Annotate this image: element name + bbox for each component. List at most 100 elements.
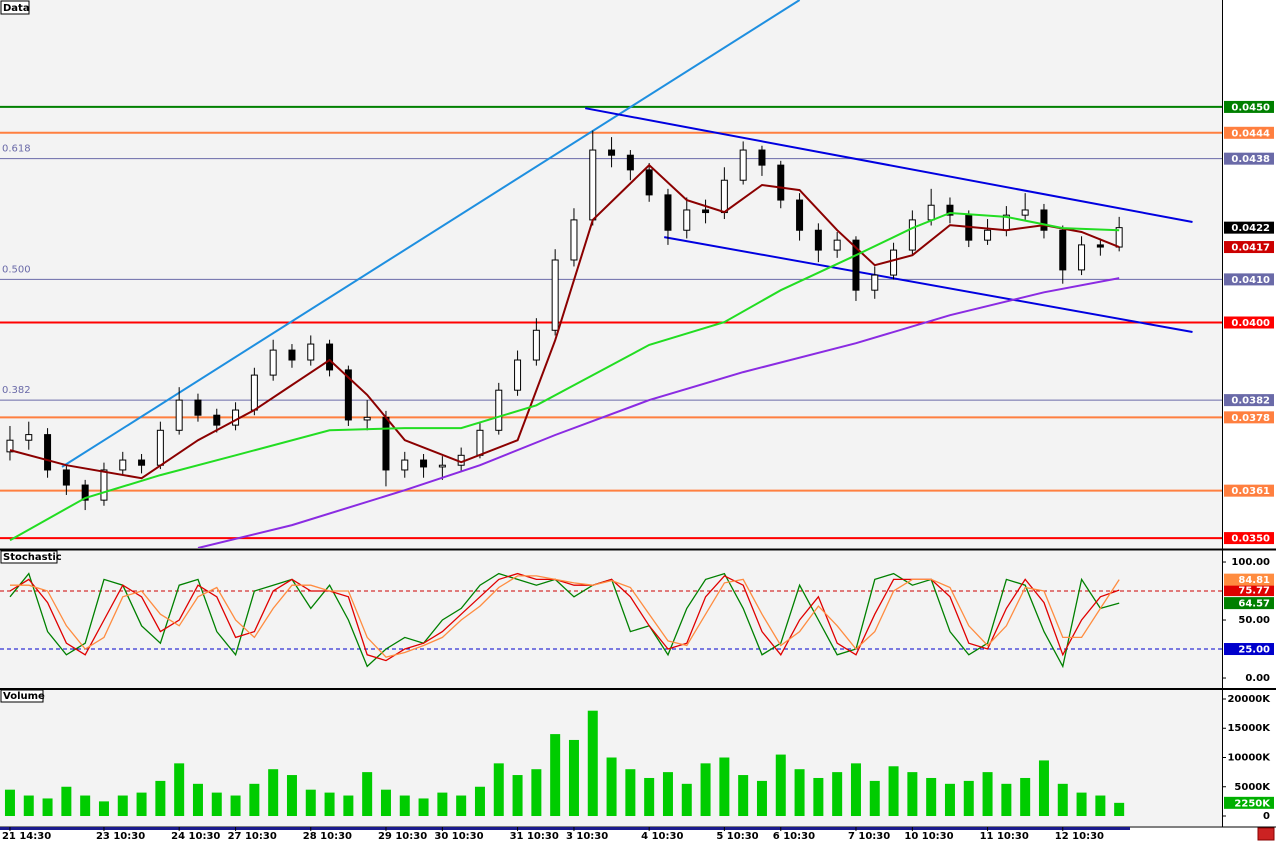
stochastic-panel-bg bbox=[0, 551, 1222, 688]
volume-bar bbox=[832, 772, 843, 817]
axis-value-label: 75.77 bbox=[1238, 586, 1270, 597]
axis-value-label: 2250K bbox=[1234, 798, 1271, 809]
candle-body bbox=[664, 194, 672, 231]
axis-value-box bbox=[1224, 100, 1274, 113]
candle-body bbox=[382, 416, 390, 471]
axis-value-label: 0.0378 bbox=[1231, 413, 1270, 424]
volume-bar bbox=[249, 783, 260, 817]
candle-body bbox=[927, 204, 935, 221]
time-strip bbox=[0, 827, 1130, 830]
fib-label: 0.618 bbox=[2, 144, 31, 155]
axis-value-label: 0.0422 bbox=[1231, 223, 1270, 234]
candle-body bbox=[6, 439, 14, 453]
volume-bar bbox=[869, 780, 880, 817]
x-tick-label: 24 10:30 bbox=[171, 831, 220, 842]
volume-bar bbox=[531, 769, 542, 817]
candle-body bbox=[720, 179, 728, 214]
volume-bar bbox=[117, 795, 128, 817]
volume-bar bbox=[850, 763, 861, 817]
axis-value-box bbox=[1224, 411, 1274, 424]
volume-bar bbox=[174, 763, 185, 817]
candle-body bbox=[1021, 209, 1029, 216]
axis-value-box bbox=[1224, 643, 1274, 656]
volume-bar bbox=[1114, 802, 1125, 817]
candle-body bbox=[871, 274, 879, 291]
axis-value-label: 0.0444 bbox=[1231, 128, 1270, 139]
volume-bar bbox=[418, 798, 429, 817]
volume-bar bbox=[23, 795, 34, 817]
candle-body bbox=[420, 459, 428, 468]
candle-body bbox=[908, 219, 916, 251]
axis-value-label: 64.57 bbox=[1238, 599, 1270, 610]
y-tick-label: 0 bbox=[1263, 811, 1270, 822]
volume-bar bbox=[98, 801, 109, 817]
axis-value-box bbox=[1224, 584, 1274, 597]
axis-value-box bbox=[1224, 597, 1274, 610]
volume-bar bbox=[944, 783, 955, 817]
price-plot: 0.618 0.500 0.382 bbox=[0, 0, 1222, 548]
x-tick-label: 5 10:30 bbox=[716, 831, 758, 842]
volume-bar bbox=[1038, 760, 1049, 817]
volume-bar bbox=[192, 783, 203, 817]
panel-title: Stochastic bbox=[3, 552, 62, 563]
panel-title: Data bbox=[3, 3, 30, 14]
volume-bar bbox=[681, 783, 692, 817]
axis-value-box bbox=[1224, 152, 1274, 165]
axis-value-label: 25.00 bbox=[1238, 645, 1270, 656]
volume-bar bbox=[136, 792, 147, 817]
scroll-button[interactable] bbox=[1257, 827, 1275, 841]
candle-body bbox=[570, 219, 578, 261]
x-tick-label: 28 10:30 bbox=[303, 831, 352, 842]
x-tick-label: 23 10:30 bbox=[96, 831, 145, 842]
panel-title-box bbox=[0, 689, 44, 703]
volume-bar bbox=[756, 780, 767, 817]
candle-body bbox=[608, 149, 616, 156]
axis-value-box bbox=[1224, 394, 1274, 407]
candle-body bbox=[363, 416, 371, 421]
axis-value-label: 0.0400 bbox=[1231, 318, 1270, 329]
candle-body bbox=[438, 464, 446, 468]
volume-bar bbox=[80, 795, 91, 817]
volume-bar bbox=[343, 795, 354, 817]
candle-body bbox=[156, 429, 164, 466]
candle-body bbox=[213, 414, 221, 426]
axis-value-box bbox=[1224, 484, 1274, 497]
axis-value-box bbox=[1224, 221, 1274, 234]
x-tick-label: 30 10:30 bbox=[434, 831, 483, 842]
candle-body bbox=[796, 199, 804, 231]
volume-bar bbox=[380, 789, 391, 817]
axis-value-box bbox=[1224, 273, 1274, 286]
candle-body bbox=[250, 374, 258, 411]
y-tick-label: 100.00 bbox=[1231, 557, 1270, 568]
axis-value-box bbox=[1224, 316, 1274, 329]
candle-body bbox=[194, 399, 202, 416]
x-tick-label: 31 10:30 bbox=[510, 831, 559, 842]
volume-bar bbox=[286, 775, 297, 817]
moving-average bbox=[197, 277, 1120, 548]
candle-body bbox=[288, 349, 296, 361]
x-tick-label: 7 10:30 bbox=[848, 831, 890, 842]
volume-bar bbox=[493, 763, 504, 817]
volume-bar bbox=[324, 792, 335, 817]
volume-bar bbox=[61, 786, 72, 817]
y-tick-label: 20000K bbox=[1227, 694, 1271, 705]
candle-body bbox=[326, 343, 334, 371]
candle-body bbox=[589, 149, 597, 221]
candle-body bbox=[138, 459, 146, 466]
axis-value-label: 0.0438 bbox=[1231, 154, 1270, 165]
candle-body bbox=[645, 169, 653, 196]
candle-body bbox=[833, 239, 841, 251]
panel-title-box bbox=[0, 0, 30, 15]
stochastic-plot bbox=[0, 572, 1222, 669]
volume-bar bbox=[305, 789, 316, 817]
volume-bar bbox=[155, 780, 166, 817]
y-tick-label: 0.00 bbox=[1245, 673, 1270, 684]
candle-body bbox=[626, 154, 634, 171]
candle-body bbox=[758, 149, 766, 166]
volume-bar bbox=[399, 795, 410, 817]
axis-value-label: 0.0417 bbox=[1231, 243, 1270, 254]
x-tick-label: 21 14:30 bbox=[2, 831, 51, 842]
y-tick-label: 5000K bbox=[1234, 782, 1271, 793]
candle-body bbox=[1078, 244, 1086, 271]
